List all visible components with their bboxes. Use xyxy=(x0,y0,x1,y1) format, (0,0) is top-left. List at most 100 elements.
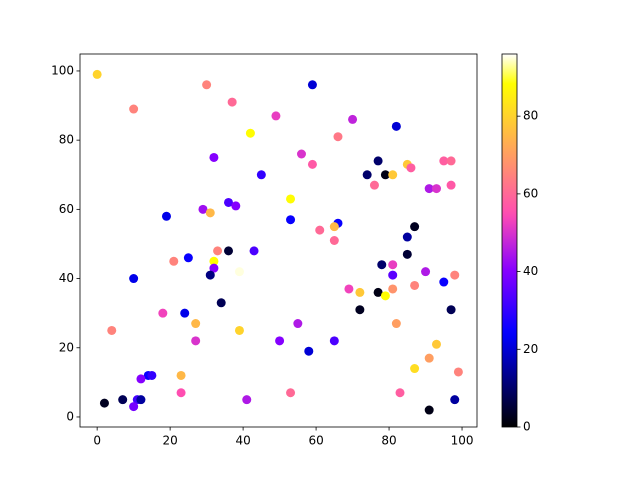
point xyxy=(439,156,449,166)
point xyxy=(333,132,343,142)
point xyxy=(373,287,383,297)
point xyxy=(176,388,186,398)
point xyxy=(161,211,171,221)
point xyxy=(446,156,456,166)
point xyxy=(191,319,201,329)
colorbar-tick-label: 0 xyxy=(523,420,531,434)
point xyxy=(450,270,460,280)
point xyxy=(446,305,456,315)
point xyxy=(169,256,179,266)
point xyxy=(147,370,157,380)
point xyxy=(453,367,463,377)
point xyxy=(293,319,303,329)
point xyxy=(446,180,456,190)
point xyxy=(136,374,146,384)
point xyxy=(92,69,102,79)
point xyxy=(286,194,296,204)
point xyxy=(344,284,354,294)
point xyxy=(380,170,390,180)
point xyxy=(209,263,219,273)
point xyxy=(424,184,434,194)
point xyxy=(180,308,190,318)
point xyxy=(216,298,226,308)
point xyxy=(249,246,259,256)
point xyxy=(296,149,306,159)
point xyxy=(373,156,383,166)
point xyxy=(362,170,372,180)
point xyxy=(304,346,314,356)
point xyxy=(286,388,296,398)
point xyxy=(402,249,412,259)
point xyxy=(388,284,398,294)
point xyxy=(355,287,365,297)
x-tick-label: 40 xyxy=(235,434,250,448)
point xyxy=(391,121,401,131)
point xyxy=(209,256,219,266)
point xyxy=(129,402,139,412)
point xyxy=(213,246,223,256)
point xyxy=(431,339,441,349)
x-tick-label: 20 xyxy=(162,434,177,448)
point xyxy=(271,111,281,121)
colorbar-tick-label: 20 xyxy=(523,342,538,356)
colorbar-tick-label: 80 xyxy=(523,109,538,123)
point xyxy=(388,270,398,280)
point xyxy=(369,180,379,190)
point xyxy=(380,291,390,301)
point xyxy=(183,253,193,263)
point xyxy=(256,170,266,180)
point xyxy=(136,395,146,405)
point xyxy=(209,152,219,162)
point xyxy=(234,325,244,335)
point xyxy=(315,225,325,235)
x-tick-label: 60 xyxy=(308,434,323,448)
point xyxy=(424,405,434,415)
point xyxy=(234,267,244,277)
point xyxy=(202,80,212,90)
point xyxy=(286,215,296,225)
point xyxy=(410,222,420,232)
y-tick-label: 60 xyxy=(59,202,74,216)
point xyxy=(231,201,241,211)
point xyxy=(307,159,317,169)
point xyxy=(377,260,387,270)
x-tick-label: 100 xyxy=(451,434,474,448)
point xyxy=(129,104,139,114)
point xyxy=(129,274,139,284)
y-tick-label: 80 xyxy=(59,133,74,147)
point xyxy=(410,280,420,290)
point xyxy=(99,398,109,408)
point xyxy=(307,80,317,90)
plot-frame xyxy=(79,53,478,428)
point xyxy=(348,114,358,124)
point xyxy=(118,395,128,405)
x-tick-label: 80 xyxy=(381,434,396,448)
point xyxy=(377,370,387,380)
point xyxy=(388,260,398,270)
point xyxy=(329,336,339,346)
colorbar-tick-label: 40 xyxy=(523,264,538,278)
point xyxy=(410,364,420,374)
point xyxy=(191,336,201,346)
point xyxy=(329,222,339,232)
point xyxy=(395,388,405,398)
point xyxy=(245,128,255,138)
y-tick-label: 0 xyxy=(66,409,74,423)
point xyxy=(391,319,401,329)
point xyxy=(424,353,434,363)
point xyxy=(388,170,398,180)
point xyxy=(450,395,460,405)
point xyxy=(402,232,412,242)
point xyxy=(275,336,285,346)
point xyxy=(431,184,441,194)
point xyxy=(224,197,234,207)
y-tick-label: 20 xyxy=(59,340,74,354)
point xyxy=(158,308,168,318)
point xyxy=(406,163,416,173)
point xyxy=(439,277,449,287)
point xyxy=(329,236,339,245)
x-tick-label: 0 xyxy=(93,434,101,448)
point xyxy=(205,208,215,218)
point xyxy=(421,267,431,277)
